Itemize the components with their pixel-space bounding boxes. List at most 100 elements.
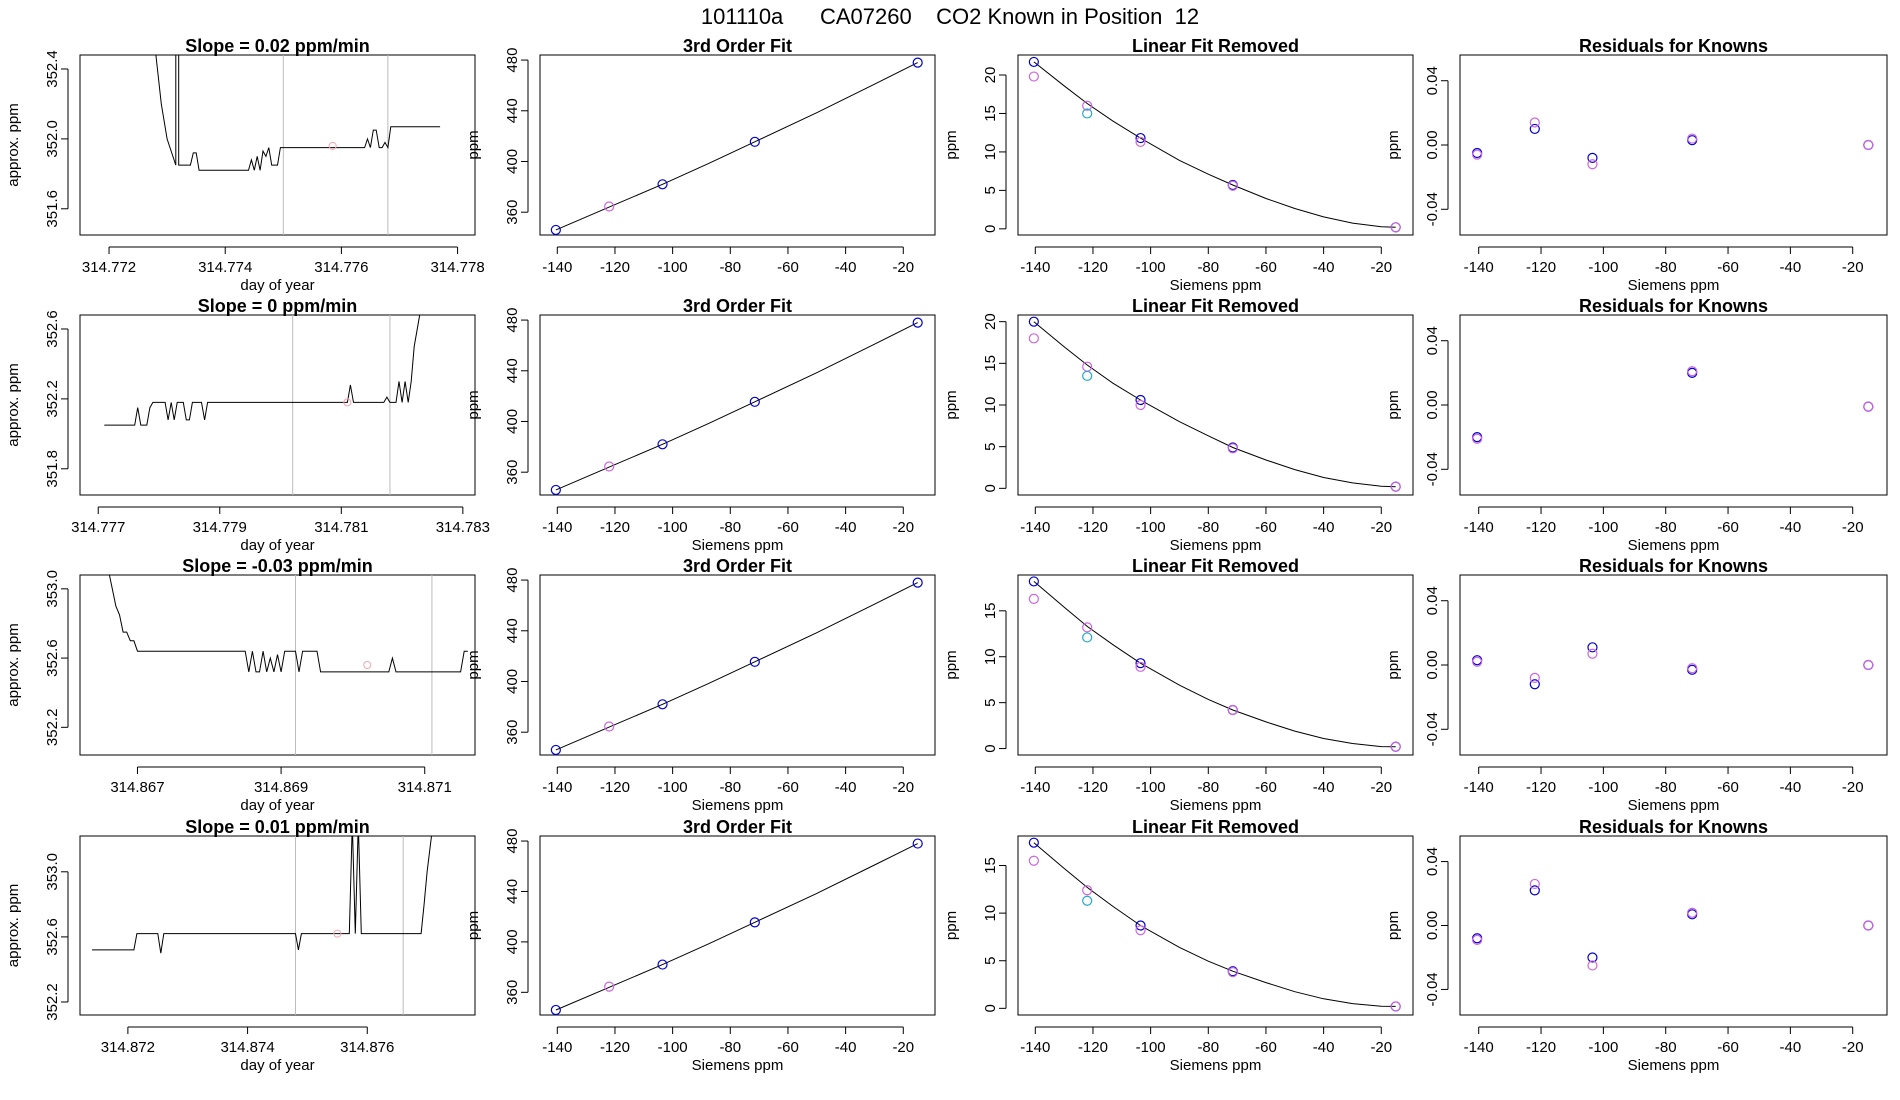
- fit-curve: [1033, 61, 1396, 228]
- data-point: [1687, 133, 1698, 144]
- data-point: [550, 744, 561, 755]
- x-tick-label: -60: [1255, 519, 1277, 536]
- x-tick-label: -100: [1588, 779, 1618, 796]
- plot-area: [92, 836, 433, 1015]
- data-point: [1227, 967, 1238, 978]
- x-tick-label: 314.772: [82, 259, 136, 276]
- data-point: [1390, 481, 1401, 492]
- y-axis-label: approx. ppm: [5, 103, 22, 186]
- figure-title: 101110a CA07260 CO2 Known in Position 12: [700, 4, 1200, 29]
- x-tick-label: -40: [1780, 259, 1802, 276]
- y-tick-label: 20: [982, 67, 999, 84]
- data-point: [1587, 960, 1598, 971]
- x-tick-label: -120: [1078, 1039, 1108, 1056]
- y-tick-label: 5: [982, 186, 999, 194]
- x-tick-label: -140: [1020, 259, 1050, 276]
- panel-row2-fit: 3rd Order Fit -140 -120 -100 -80 -60 -40 -20 360…: [465, 296, 936, 554]
- data-point: [1135, 399, 1146, 411]
- y-tick-label: 15: [982, 355, 999, 372]
- y-tick-label: 352.4: [44, 50, 61, 88]
- x-tick-label: -20: [1370, 1039, 1392, 1056]
- y-tick-label: -0.04: [1424, 452, 1441, 486]
- plot-area: [1472, 117, 1874, 170]
- fit-curve: [1033, 581, 1396, 748]
- panel-title: Slope = -0.03 ppm/min: [182, 556, 373, 576]
- panel-title: Linear Fit Removed: [1132, 36, 1299, 56]
- plot-frame: [79, 54, 476, 236]
- x-tick-label: -100: [1588, 519, 1618, 536]
- data-point: [912, 577, 923, 588]
- x-tick-label: -20: [1370, 519, 1392, 536]
- x-tick-label: -40: [1780, 779, 1802, 796]
- data-point: [1028, 316, 1039, 327]
- x-tick-label: -100: [1136, 1039, 1166, 1056]
- x-tick-label: -20: [1370, 779, 1392, 796]
- plot-frame: [539, 574, 936, 756]
- x-tick-label: -40: [835, 519, 857, 536]
- y-tick-label: 0: [982, 225, 999, 233]
- y-tick-label: 15: [982, 602, 999, 619]
- x-tick-label: -20: [1842, 519, 1864, 536]
- panel-row2-res: Residuals for Knowns -140 -120 -100 -80 -60 -4…: [1385, 296, 1888, 554]
- x-tick-label: -80: [719, 779, 741, 796]
- y-tick-label: 5: [982, 442, 999, 450]
- x-axis-label: day of year: [240, 277, 314, 294]
- x-tick-label: -20: [892, 779, 914, 796]
- data-point: [1135, 136, 1146, 148]
- x-tick-label: -20: [1842, 259, 1864, 276]
- panel-title: Residuals for Knowns: [1579, 556, 1768, 576]
- panel-title: Slope = 0.02 ppm/min: [185, 36, 370, 56]
- x-tick-label: -60: [1255, 779, 1277, 796]
- y-tick-label: 5: [982, 698, 999, 706]
- trace-line: [92, 836, 433, 954]
- data-point: [749, 136, 760, 147]
- data-point: [1529, 878, 1540, 890]
- data-point: [749, 396, 760, 407]
- panel-row1-trace: Slope = 0.02 ppm/min 314.772 314.774 314.77…: [5, 36, 485, 294]
- y-axis-label: ppm: [465, 130, 482, 159]
- mean-point: [333, 929, 342, 938]
- data-point: [550, 1004, 561, 1015]
- x-tick-label: -80: [719, 519, 741, 536]
- y-axis-label: ppm: [943, 390, 960, 419]
- x-tick-label: -60: [777, 1039, 799, 1056]
- data-point: [1587, 648, 1598, 659]
- y-tick-label: 400: [504, 149, 521, 174]
- data-point: [604, 461, 615, 472]
- y-axis-label: approx. ppm: [5, 884, 22, 967]
- data-point: [550, 484, 561, 495]
- data-point: [1529, 672, 1540, 683]
- x-tick-label: -140: [542, 1039, 572, 1056]
- x-tick-label: -40: [1313, 259, 1335, 276]
- x-axis-label: Siemens ppm: [1170, 537, 1262, 554]
- x-tick-label: -80: [1655, 519, 1677, 536]
- plot-frame: [539, 835, 936, 1016]
- y-tick-label: 480: [504, 48, 521, 73]
- y-tick-label: 0.04: [1424, 66, 1441, 95]
- x-axis-label: Siemens ppm: [1170, 1057, 1262, 1074]
- data-point: [1529, 679, 1540, 690]
- x-tick-label: -120: [600, 779, 630, 796]
- panel-row3-res: Residuals for Knowns -140 -120 -100 -80 -60 -4…: [1385, 556, 1888, 814]
- y-tick-label: 0.00: [1424, 130, 1441, 159]
- data-point: [1529, 123, 1540, 135]
- plot-area: [108, 575, 468, 755]
- data-point: [1082, 100, 1093, 111]
- trace-line: [104, 315, 421, 426]
- data-point: [1082, 885, 1093, 896]
- y-axis-label: ppm: [1385, 911, 1402, 940]
- x-tick-label: -60: [777, 519, 799, 536]
- x-tick-label: 314.876: [340, 1039, 394, 1056]
- data-point: [1135, 925, 1146, 936]
- x-tick-label: 314.874: [220, 1039, 274, 1056]
- data-point: [1135, 661, 1146, 672]
- data-point: [657, 959, 668, 970]
- x-tick-label: -60: [1717, 259, 1739, 276]
- x-tick-label: -140: [542, 259, 572, 276]
- x-tick-label: -80: [1197, 779, 1219, 796]
- plot-frame: [79, 314, 476, 496]
- plot-frame: [1459, 54, 1888, 236]
- plot-frame: [79, 835, 476, 1016]
- plot-frame: [1017, 835, 1414, 1016]
- x-tick-label: -140: [1020, 519, 1050, 536]
